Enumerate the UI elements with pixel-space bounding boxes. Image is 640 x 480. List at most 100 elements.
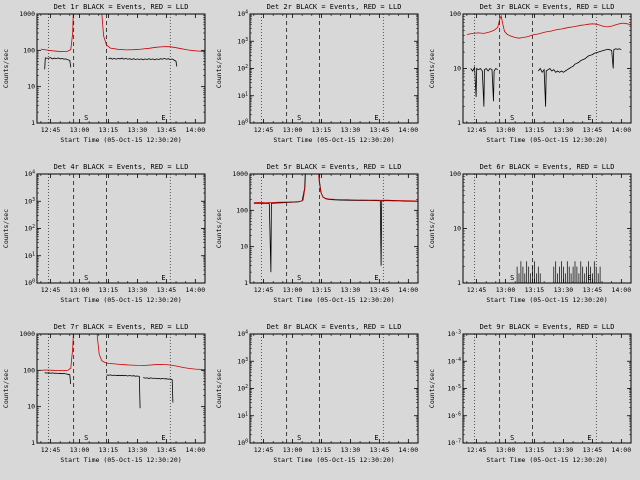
svg-text:Start Time (05-Oct-15 12:30:20: Start Time (05-Oct-15 12:30:20) <box>486 456 607 464</box>
svg-text:10: 10 <box>453 65 461 73</box>
panel-det-5r: Det 5r BLACK = Events, RED = LLD 12:45 13:… <box>213 160 426 320</box>
svg-text:S: S <box>297 434 301 442</box>
svg-text:13:00: 13:00 <box>70 126 90 134</box>
svg-text:S: S <box>84 114 88 122</box>
svg-text:13:15: 13:15 <box>525 286 545 294</box>
svg-text:13:30: 13:30 <box>128 126 148 134</box>
svg-text:103: 103 <box>24 197 35 206</box>
panel-det-4r: Det 4r BLACK = Events, RED = LLD 12:45 13:… <box>0 160 213 320</box>
svg-text:S: S <box>297 114 301 122</box>
panel-det-8r: Det 8r BLACK = Events, RED = LLD 12:45 13:… <box>213 320 426 480</box>
svg-text:Start Time (05-Oct-15 12:30:20: Start Time (05-Oct-15 12:30:20) <box>486 136 607 144</box>
panel-det-2r: Det 2r BLACK = Events, RED = LLD 12:45 13:… <box>213 0 426 160</box>
svg-text:10: 10 <box>240 243 248 251</box>
svg-text:100: 100 <box>236 206 248 214</box>
svg-text:Counts/sec: Counts/sec <box>428 209 436 248</box>
svg-text:1: 1 <box>31 439 35 447</box>
svg-text:E: E <box>587 434 591 442</box>
panel-det-9r: Det 9r BLACK = Events, RED = LLD 12:45 13:… <box>426 320 639 480</box>
svg-text:12:45: 12:45 <box>41 446 61 454</box>
svg-text:Start Time (05-Oct-15 12:30:20: Start Time (05-Oct-15 12:30:20) <box>486 296 607 304</box>
svg-text:101: 101 <box>24 251 35 260</box>
svg-text:Det 4r BLACK = Events, RED = L: Det 4r BLACK = Events, RED = LLD <box>54 163 189 171</box>
svg-text:14:00: 14:00 <box>186 446 206 454</box>
svg-text:14:00: 14:00 <box>399 286 419 294</box>
svg-text:E: E <box>161 434 165 442</box>
svg-text:13:30: 13:30 <box>341 286 361 294</box>
svg-text:13:30: 13:30 <box>341 126 361 134</box>
panel-3-canvas: Det 3r BLACK = Events, RED = LLD 12:45 13:… <box>426 0 639 160</box>
svg-text:E: E <box>161 114 165 122</box>
svg-text:1000: 1000 <box>232 170 248 178</box>
svg-text:100: 100 <box>449 10 461 18</box>
svg-text:Det 7r BLACK = Events, RED = L: Det 7r BLACK = Events, RED = LLD <box>54 323 189 331</box>
svg-text:13:00: 13:00 <box>496 286 516 294</box>
svg-text:100: 100 <box>449 170 461 178</box>
svg-text:Counts/sec: Counts/sec <box>2 209 10 248</box>
svg-text:13:30: 13:30 <box>554 126 574 134</box>
svg-text:S: S <box>84 434 88 442</box>
svg-text:13:15: 13:15 <box>312 286 332 294</box>
svg-text:Start Time (05-Oct-15 12:30:20: Start Time (05-Oct-15 12:30:20) <box>273 136 394 144</box>
svg-text:100: 100 <box>24 279 35 288</box>
svg-text:10-7: 10-7 <box>447 439 461 448</box>
svg-text:13:15: 13:15 <box>525 126 545 134</box>
svg-text:13:00: 13:00 <box>283 286 303 294</box>
svg-text:14:00: 14:00 <box>399 446 419 454</box>
svg-text:Counts/sec: Counts/sec <box>215 49 223 88</box>
svg-text:E: E <box>587 274 591 282</box>
svg-text:100: 100 <box>23 46 35 54</box>
svg-text:12:45: 12:45 <box>467 286 487 294</box>
svg-text:13:00: 13:00 <box>283 446 303 454</box>
svg-text:Start Time (05-Oct-15 12:30:20: Start Time (05-Oct-15 12:30:20) <box>60 136 181 144</box>
svg-text:12:45: 12:45 <box>467 126 487 134</box>
svg-text:103: 103 <box>237 37 248 46</box>
svg-text:13:15: 13:15 <box>525 446 545 454</box>
svg-text:Start Time (05-Oct-15 12:30:20: Start Time (05-Oct-15 12:30:20) <box>60 456 181 464</box>
svg-text:13:45: 13:45 <box>370 286 390 294</box>
svg-text:10-5: 10-5 <box>447 384 461 393</box>
svg-text:Det 5r BLACK = Events, RED = L: Det 5r BLACK = Events, RED = LLD <box>267 163 402 171</box>
svg-text:10: 10 <box>27 83 35 91</box>
svg-text:E: E <box>374 114 378 122</box>
svg-text:13:30: 13:30 <box>554 446 574 454</box>
svg-text:13:00: 13:00 <box>496 126 516 134</box>
svg-text:14:00: 14:00 <box>399 126 419 134</box>
svg-text:14:00: 14:00 <box>186 286 206 294</box>
svg-text:13:15: 13:15 <box>99 126 119 134</box>
svg-text:13:00: 13:00 <box>496 446 516 454</box>
svg-text:1: 1 <box>457 279 461 287</box>
svg-text:13:15: 13:15 <box>312 126 332 134</box>
svg-text:1: 1 <box>244 279 248 287</box>
svg-text:102: 102 <box>237 384 248 393</box>
svg-text:13:45: 13:45 <box>370 126 390 134</box>
svg-text:Counts/sec: Counts/sec <box>428 49 436 88</box>
svg-text:104: 104 <box>24 170 35 179</box>
svg-text:104: 104 <box>237 10 248 19</box>
panel-9-canvas: Det 9r BLACK = Events, RED = LLD 12:45 13:… <box>426 320 639 480</box>
svg-text:Counts/sec: Counts/sec <box>2 49 10 88</box>
svg-text:101: 101 <box>237 91 248 100</box>
svg-text:13:45: 13:45 <box>157 446 177 454</box>
svg-text:1000: 1000 <box>19 10 35 18</box>
svg-text:E: E <box>161 274 165 282</box>
svg-text:13:15: 13:15 <box>99 446 119 454</box>
svg-text:S: S <box>84 274 88 282</box>
svg-text:14:00: 14:00 <box>612 126 632 134</box>
svg-text:S: S <box>510 274 514 282</box>
svg-text:13:15: 13:15 <box>312 446 332 454</box>
svg-text:10-3: 10-3 <box>447 330 461 339</box>
svg-text:13:00: 13:00 <box>283 126 303 134</box>
svg-text:13:30: 13:30 <box>128 286 148 294</box>
svg-text:Start Time (05-Oct-15 12:30:20: Start Time (05-Oct-15 12:30:20) <box>273 456 394 464</box>
svg-text:1: 1 <box>457 119 461 127</box>
svg-text:100: 100 <box>237 439 248 448</box>
svg-text:Counts/sec: Counts/sec <box>428 369 436 408</box>
svg-text:103: 103 <box>237 357 248 366</box>
panel-2-canvas: Det 2r BLACK = Events, RED = LLD 12:45 13:… <box>213 0 426 160</box>
svg-text:Counts/sec: Counts/sec <box>215 369 223 408</box>
svg-text:Start Time (05-Oct-15 12:30:20: Start Time (05-Oct-15 12:30:20) <box>60 296 181 304</box>
panel-4-canvas: Det 4r BLACK = Events, RED = LLD 12:45 13:… <box>0 160 213 320</box>
svg-text:E: E <box>374 434 378 442</box>
